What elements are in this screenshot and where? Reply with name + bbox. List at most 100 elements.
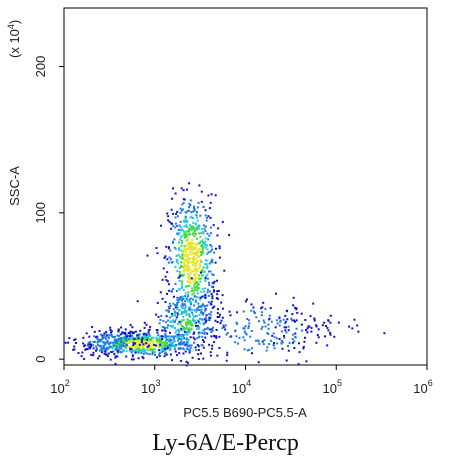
data-point bbox=[183, 220, 186, 223]
data-point bbox=[279, 320, 282, 323]
data-point bbox=[189, 248, 192, 251]
data-point bbox=[116, 351, 119, 354]
data-point bbox=[162, 320, 165, 322]
data-point bbox=[105, 330, 108, 333]
data-point bbox=[95, 347, 98, 350]
data-point bbox=[165, 309, 168, 312]
data-point bbox=[171, 342, 174, 345]
data-point bbox=[264, 325, 267, 328]
data-point bbox=[170, 208, 173, 211]
data-point bbox=[176, 312, 179, 315]
data-point bbox=[117, 340, 120, 343]
data-point bbox=[122, 349, 125, 352]
data-point bbox=[187, 247, 190, 250]
data-point bbox=[196, 343, 199, 346]
data-point bbox=[165, 335, 167, 338]
data-point bbox=[180, 209, 183, 212]
data-point bbox=[190, 242, 192, 245]
data-point bbox=[161, 326, 164, 328]
data-point bbox=[313, 317, 316, 320]
data-point bbox=[203, 242, 206, 245]
data-point bbox=[261, 325, 264, 328]
data-point bbox=[315, 325, 318, 328]
data-point bbox=[191, 228, 194, 231]
data-point bbox=[204, 321, 207, 324]
data-point bbox=[169, 249, 172, 252]
data-point bbox=[198, 322, 201, 325]
data-point bbox=[187, 348, 190, 351]
data-point bbox=[97, 344, 100, 346]
data-point bbox=[250, 309, 253, 312]
data-point bbox=[206, 273, 209, 276]
data-point bbox=[253, 311, 256, 314]
data-point bbox=[166, 346, 169, 349]
data-point bbox=[275, 337, 278, 340]
data-point bbox=[136, 339, 138, 342]
data-point bbox=[110, 341, 113, 344]
data-point bbox=[182, 269, 185, 272]
data-point bbox=[180, 226, 183, 229]
data-point bbox=[197, 319, 200, 322]
data-point bbox=[131, 326, 134, 329]
data-point bbox=[191, 308, 193, 311]
data-point bbox=[210, 232, 212, 235]
data-point bbox=[117, 330, 120, 333]
data-point bbox=[179, 321, 182, 323]
data-point bbox=[164, 275, 167, 278]
data-point bbox=[110, 351, 113, 353]
data-point bbox=[193, 257, 195, 260]
data-point bbox=[142, 348, 145, 351]
data-point bbox=[185, 309, 188, 312]
data-point bbox=[146, 348, 149, 351]
data-point bbox=[278, 324, 281, 327]
data-point bbox=[194, 243, 197, 246]
data-point bbox=[260, 327, 263, 330]
data-point bbox=[210, 300, 213, 303]
data-point bbox=[190, 324, 193, 326]
data-point bbox=[188, 261, 191, 264]
data-point bbox=[182, 318, 185, 321]
data-point bbox=[201, 344, 204, 347]
data-point bbox=[165, 353, 168, 356]
data-point bbox=[188, 285, 191, 287]
data-point bbox=[301, 329, 303, 332]
data-point bbox=[149, 346, 152, 349]
plot-area bbox=[63, 7, 428, 366]
data-point bbox=[112, 336, 115, 338]
data-point bbox=[195, 286, 198, 289]
data-point bbox=[196, 277, 199, 280]
data-point bbox=[168, 220, 171, 223]
data-point bbox=[182, 326, 185, 329]
data-point bbox=[83, 357, 86, 360]
data-point bbox=[201, 231, 204, 234]
data-point bbox=[171, 315, 174, 317]
data-point bbox=[260, 311, 263, 314]
data-point bbox=[180, 339, 183, 342]
data-point bbox=[113, 344, 116, 347]
data-point bbox=[204, 278, 207, 281]
data-point bbox=[200, 245, 203, 248]
data-point bbox=[130, 348, 133, 351]
data-point bbox=[189, 246, 192, 249]
data-point bbox=[209, 351, 212, 354]
data-point bbox=[182, 325, 184, 328]
data-point bbox=[287, 345, 289, 347]
data-point bbox=[302, 347, 305, 350]
data-point bbox=[170, 222, 173, 225]
data-point bbox=[150, 336, 153, 339]
data-point bbox=[203, 290, 205, 293]
data-point bbox=[125, 343, 128, 346]
data-point bbox=[148, 348, 151, 351]
data-point bbox=[183, 333, 186, 336]
data-point bbox=[144, 343, 147, 346]
data-point bbox=[169, 331, 171, 334]
y-axis-ticks: 0 100 200 bbox=[33, 56, 64, 363]
data-point bbox=[270, 320, 273, 323]
data-point bbox=[185, 360, 188, 363]
data-point bbox=[212, 286, 215, 289]
data-point bbox=[198, 263, 201, 266]
data-point bbox=[116, 334, 119, 337]
data-point bbox=[192, 217, 194, 219]
data-point bbox=[181, 334, 184, 337]
data-point bbox=[197, 305, 200, 308]
